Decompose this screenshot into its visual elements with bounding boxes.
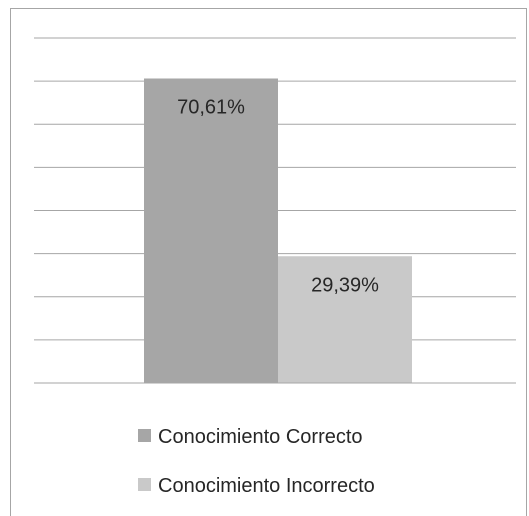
legend-swatch-incorrecto <box>138 478 151 491</box>
data-labels: 70,61% 29,39% <box>177 96 379 296</box>
data-label-incorrecto: 29,39% <box>311 274 379 296</box>
legend-label-correcto: Conocimiento Correcto <box>158 426 363 448</box>
legend: Conocimiento Correcto Conocimiento Incor… <box>138 426 375 497</box>
legend-label-incorrecto: Conocimiento Incorrecto <box>158 475 375 497</box>
legend-swatch-correcto <box>138 429 151 442</box>
bar-conocimiento-correcto <box>144 78 278 383</box>
bar-conocimiento-incorrecto <box>278 256 412 383</box>
bars <box>144 78 412 383</box>
data-label-correcto: 70,61% <box>177 96 245 118</box>
